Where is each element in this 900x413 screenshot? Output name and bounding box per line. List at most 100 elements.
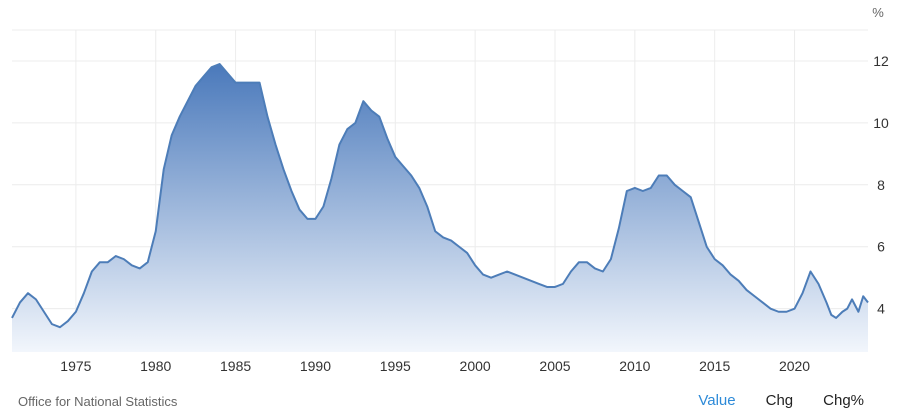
y-tick-label: 12 — [873, 53, 889, 69]
data-point — [481, 273, 485, 277]
data-point — [226, 71, 230, 75]
data-point — [194, 84, 198, 88]
data-point — [601, 270, 605, 274]
data-point — [561, 282, 565, 286]
data-point — [441, 235, 445, 239]
x-tick-label: 2010 — [619, 358, 650, 374]
data-point — [138, 266, 142, 270]
data-point — [297, 208, 301, 212]
data-point — [861, 294, 865, 298]
x-axis-ticks: 1975 1980 1985 1990 1995 2000 2005 2010 2015 2020 — [60, 358, 810, 374]
y-tick-label: 10 — [873, 115, 889, 131]
data-point — [258, 81, 262, 85]
x-tick-label: 1995 — [380, 358, 411, 374]
data-point — [713, 257, 717, 261]
data-point — [593, 266, 597, 270]
data-point — [114, 254, 118, 258]
data-point — [289, 189, 293, 193]
tab-value[interactable]: Value — [698, 392, 736, 409]
data-point — [761, 300, 765, 304]
chart-footer: Office for National Statistics Value Chg… — [0, 388, 900, 413]
data-point — [793, 307, 797, 311]
data-point — [337, 143, 341, 147]
data-point — [673, 183, 677, 187]
data-point — [745, 288, 749, 292]
data-point — [305, 217, 309, 221]
data-point — [866, 300, 870, 304]
data-point — [266, 115, 270, 119]
data-point — [377, 115, 381, 119]
view-tabs: Value Chg Chg% — [668, 392, 864, 409]
data-point — [521, 276, 525, 280]
data-point — [845, 307, 849, 311]
data-point — [609, 257, 613, 261]
data-point — [186, 99, 190, 103]
data-point — [425, 204, 429, 208]
tab-chg-percent[interactable]: Chg% — [823, 392, 864, 409]
plot-area — [10, 62, 870, 352]
data-point — [449, 239, 453, 243]
data-point — [633, 186, 637, 190]
data-point — [58, 325, 62, 329]
data-point — [162, 167, 166, 171]
data-point — [42, 310, 46, 314]
data-point — [809, 270, 813, 274]
data-point — [130, 263, 134, 267]
data-point — [585, 260, 589, 264]
x-tick-label: 1985 — [220, 358, 251, 374]
x-tick-label: 2015 — [699, 358, 730, 374]
y-axis-ticks: 4 6 8 10 12 — [873, 53, 889, 317]
x-tick-label: 1980 — [140, 358, 171, 374]
data-point — [218, 62, 222, 66]
data-point — [234, 81, 238, 85]
data-point — [281, 167, 285, 171]
data-point — [681, 189, 685, 193]
series-area-fill — [12, 64, 868, 352]
data-point — [657, 174, 661, 178]
data-point — [705, 245, 709, 249]
data-point — [856, 310, 860, 314]
data-point — [737, 279, 741, 283]
data-point — [777, 310, 781, 314]
data-point — [553, 285, 557, 289]
data-point — [721, 263, 725, 267]
data-point — [353, 121, 357, 125]
data-point — [417, 186, 421, 190]
data-point — [465, 251, 469, 255]
data-point — [537, 282, 541, 286]
data-point — [274, 143, 278, 147]
x-tick-label: 2020 — [779, 358, 810, 374]
data-point — [729, 273, 733, 277]
data-point — [369, 109, 373, 113]
data-point — [74, 310, 78, 314]
series-line — [11, 63, 869, 329]
data-point — [569, 270, 573, 274]
data-point — [26, 291, 30, 295]
y-tick-label: 8 — [877, 177, 885, 193]
data-point — [840, 310, 844, 314]
data-point — [497, 273, 501, 277]
data-point — [641, 189, 645, 193]
y-axis-unit: % — [872, 5, 884, 20]
data-point — [329, 177, 333, 181]
data-point — [122, 257, 126, 261]
data-point — [242, 81, 246, 85]
data-point — [202, 74, 206, 78]
x-tick-label: 1975 — [60, 358, 91, 374]
data-point — [106, 260, 110, 264]
data-point — [146, 260, 150, 264]
data-point — [513, 273, 517, 277]
data-point — [98, 260, 102, 264]
data-point — [545, 285, 549, 289]
tab-chg[interactable]: Chg — [765, 392, 794, 409]
data-point — [697, 220, 701, 224]
data-point — [649, 186, 653, 190]
data-point — [529, 279, 533, 283]
data-point — [210, 65, 214, 69]
data-point — [250, 81, 254, 85]
data-point — [10, 316, 14, 320]
data-point — [617, 226, 621, 230]
data-point — [18, 300, 22, 304]
data-point — [505, 270, 509, 274]
